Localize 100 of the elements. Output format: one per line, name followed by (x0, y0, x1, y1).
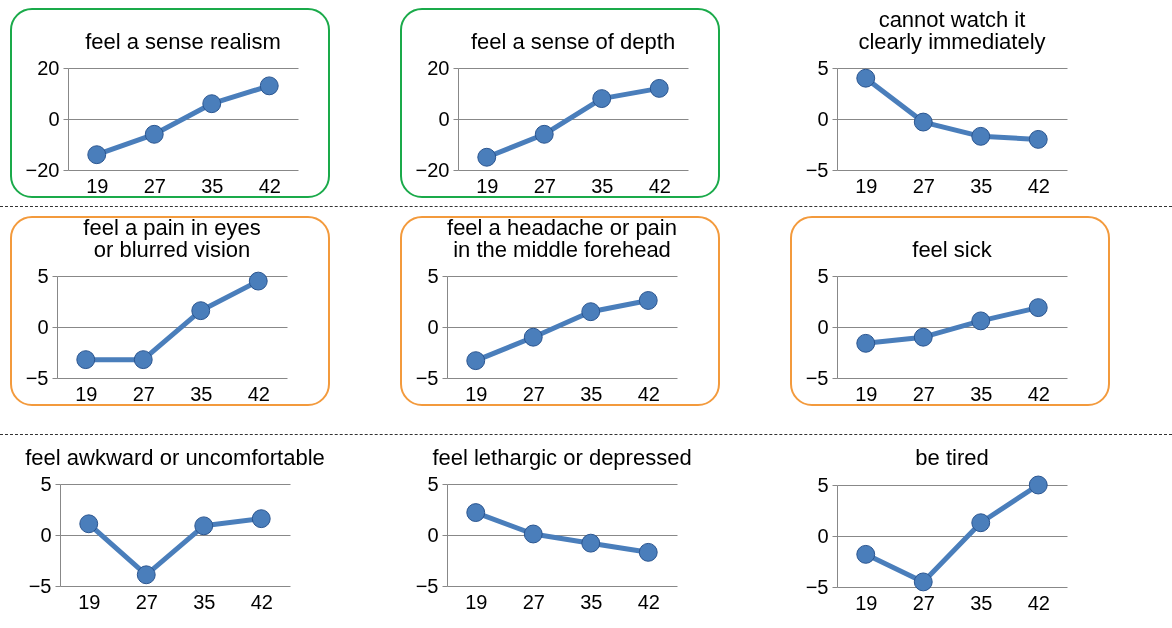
point (523, 524, 543, 544)
point (971, 126, 991, 146)
x-tick-label: 19 (465, 382, 488, 405)
x-tick-label: 42 (637, 590, 660, 613)
y-tick-label: 5 (427, 472, 439, 495)
chart-title: be tired (915, 445, 989, 471)
point (971, 311, 991, 331)
x-tick-label: 19 (476, 174, 499, 197)
y-tick-label: −20 (25, 158, 60, 181)
y-tick-label: 20 (427, 56, 450, 79)
x-tick-label: 27 (522, 590, 545, 613)
x-tick-label: 27 (143, 174, 166, 197)
y-tick-label: −5 (415, 366, 439, 389)
y-tick-label: 0 (37, 315, 49, 338)
x-tick-label: 27 (533, 174, 556, 197)
y-tick-label: −5 (28, 574, 52, 597)
point (133, 350, 153, 370)
point (466, 351, 486, 371)
y-tick-label: 5 (817, 473, 829, 496)
point (466, 503, 486, 522)
y-tick-label: 0 (40, 523, 52, 546)
x-tick-label: 35 (201, 174, 224, 197)
x-tick-label: 42 (637, 382, 660, 405)
point (144, 124, 164, 144)
x-tick-label: 27 (912, 591, 935, 614)
point (856, 68, 876, 88)
x-tick-label: 35 (591, 174, 614, 197)
point (79, 514, 99, 534)
y-tick-label: 5 (817, 56, 829, 79)
point (534, 124, 554, 144)
y-tick-label: −5 (805, 575, 829, 598)
chart-title: feel a pain in eyes or blurred vision (83, 215, 261, 262)
x-tick-label: 42 (1027, 591, 1050, 614)
x-tick-label: 42 (250, 590, 273, 613)
point (1028, 475, 1048, 495)
x-tick-label: 42 (247, 382, 270, 405)
y-tick-label: 0 (817, 524, 829, 547)
point (638, 542, 658, 562)
y-tick-label: 0 (817, 315, 829, 338)
point (191, 301, 211, 321)
chart-title: feel a sense of depth (470, 29, 676, 54)
point (971, 513, 991, 533)
y-tick-label: 0 (438, 107, 450, 130)
chart-title: feel a headache or pain in the middle forehead (447, 215, 677, 262)
y-tick-label: 5 (427, 264, 439, 287)
point (1028, 129, 1048, 149)
point (581, 533, 601, 553)
x-tick-label: 19 (855, 174, 878, 197)
x-tick-label: 35 (970, 382, 993, 405)
point (638, 291, 658, 310)
y-tick-label: 0 (427, 523, 439, 546)
point (856, 333, 876, 353)
x-tick-label: 27 (132, 382, 155, 405)
x-tick-label: 19 (86, 174, 109, 197)
point (76, 350, 96, 370)
point (856, 544, 876, 564)
point (1028, 298, 1048, 318)
x-tick-label: 27 (135, 590, 158, 613)
x-tick-label: 19 (855, 382, 878, 405)
y-tick-label: 0 (427, 315, 439, 338)
point (649, 78, 669, 98)
x-tick-label: 19 (465, 590, 488, 613)
x-tick-label: 19 (855, 591, 878, 614)
point (194, 516, 214, 536)
point (913, 572, 933, 592)
y-tick-label: 5 (37, 264, 49, 287)
x-tick-label: 42 (1027, 382, 1050, 405)
y-tick-label: −5 (25, 366, 49, 389)
point (87, 145, 107, 165)
x-tick-label: 19 (75, 382, 98, 405)
y-tick-label: 0 (48, 107, 60, 130)
chart-title: feel lethargic or depressed (432, 445, 692, 470)
y-tick-label: −20 (415, 158, 450, 181)
point (248, 271, 268, 291)
chart-title: feel sick (912, 237, 993, 262)
point (202, 94, 222, 114)
y-tick-label: −5 (805, 366, 829, 389)
x-tick-label: 42 (648, 174, 671, 197)
point (259, 76, 279, 96)
y-tick-label: 5 (40, 472, 52, 495)
x-tick-label: 35 (580, 590, 603, 613)
point (592, 89, 612, 109)
point (136, 565, 156, 585)
chart-title: feel a sense realism (85, 29, 281, 54)
point (913, 327, 933, 347)
point (523, 327, 543, 347)
x-tick-label: 27 (522, 382, 545, 405)
x-tick-label: 27 (912, 382, 935, 405)
chart-title: feel awkward or uncomfortable (25, 445, 325, 470)
x-tick-label: 35 (193, 590, 216, 613)
y-tick-label: −5 (415, 574, 439, 597)
y-tick-label: 20 (37, 56, 60, 79)
y-tick-label: 0 (817, 107, 829, 130)
point (477, 147, 497, 167)
y-tick-label: −5 (805, 158, 829, 181)
x-tick-label: 19 (78, 590, 101, 613)
point (251, 509, 271, 529)
x-tick-label: 27 (912, 174, 935, 197)
x-tick-label: 35 (190, 382, 213, 405)
chart-title: cannot watch it clearly immediately (858, 7, 1046, 54)
